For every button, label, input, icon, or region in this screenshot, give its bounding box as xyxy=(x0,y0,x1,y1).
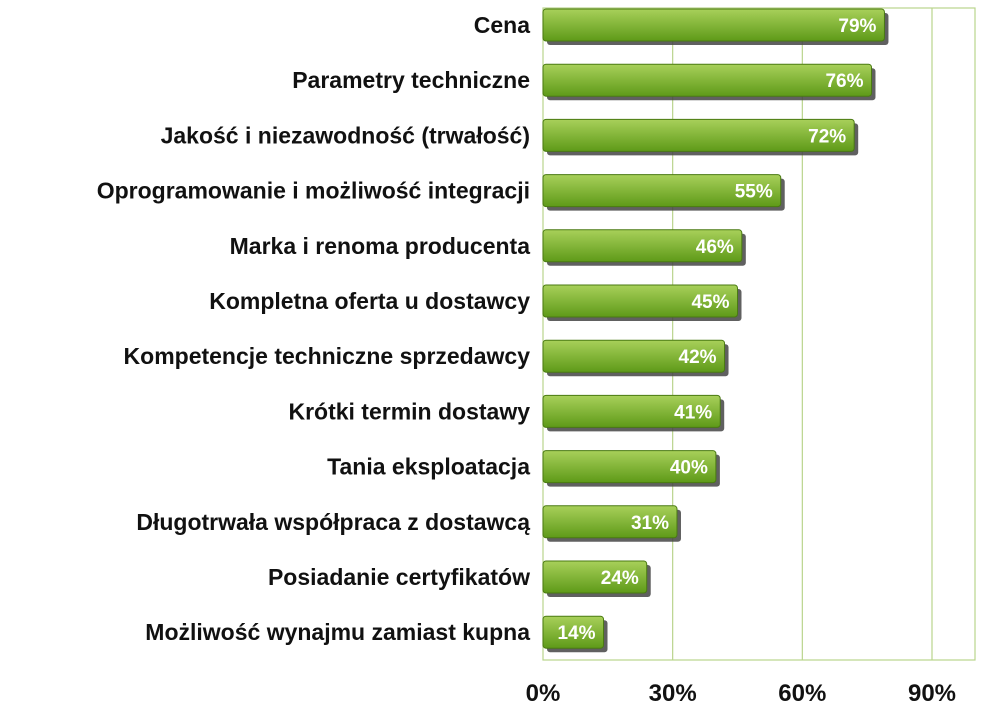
category-label: Kompetencje techniczne sprzedawcy xyxy=(124,343,531,369)
category-label: Długotrwała współpraca z dostawcą xyxy=(136,509,530,535)
bar xyxy=(542,560,648,594)
grid-lines xyxy=(542,7,976,661)
bar xyxy=(542,394,721,428)
bar-group-5: 45% xyxy=(542,284,742,321)
bar xyxy=(542,63,872,97)
category-label: Kompletna oferta u dostawcy xyxy=(209,288,530,314)
bar-group-11: 14% xyxy=(542,615,608,653)
bar-group-9: 31% xyxy=(542,505,681,542)
bar-value-label: 45% xyxy=(691,292,729,313)
bar-value-label: 72% xyxy=(808,126,846,147)
bar-value-label: 14% xyxy=(557,623,595,644)
bar-group-3: 55% xyxy=(542,174,785,211)
bar-group-0: 79% xyxy=(542,8,889,45)
bar-value-label: 42% xyxy=(679,347,717,368)
bar xyxy=(542,505,678,539)
bar-group-2: 72% xyxy=(542,118,859,156)
bar xyxy=(542,615,605,649)
category-label: Jakość i niezawodność (trwałość) xyxy=(161,122,530,148)
bar xyxy=(542,8,885,42)
bar-value-label: 46% xyxy=(696,237,734,258)
x-axis-ticks: 0% 30% 60% 90% xyxy=(526,680,956,707)
bar-value-label: 31% xyxy=(631,513,669,534)
bar-group-7: 41% xyxy=(542,394,725,432)
category-label: Możliwość wynajmu zamiast kupna xyxy=(145,619,530,645)
x-tick-label: 60% xyxy=(778,680,826,707)
category-label: Cena xyxy=(474,12,530,38)
category-label: Tania eksploatacja xyxy=(327,454,530,480)
plot-area-border xyxy=(542,7,976,661)
bar xyxy=(542,118,855,152)
x-tick-label: 90% xyxy=(908,680,956,707)
bar xyxy=(542,284,738,318)
bar-value-label: 40% xyxy=(670,458,708,479)
bar-group-4: 46% xyxy=(542,229,746,266)
bar-value-label: 24% xyxy=(601,568,639,589)
bar-group-10: 24% xyxy=(542,560,651,597)
bar-value-label: 41% xyxy=(674,402,712,423)
category-label: Marka i renoma producenta xyxy=(230,233,531,259)
bar xyxy=(542,229,743,263)
bar-group-1: 76% xyxy=(542,63,876,101)
category-label: Oprogramowanie i możliwość integracji xyxy=(97,178,530,204)
bar xyxy=(542,339,726,373)
bar xyxy=(542,174,782,208)
bar-value-label: 55% xyxy=(735,182,773,203)
category-labels: Cena Parametry techniczne Jakość i niezawo… xyxy=(97,12,530,645)
category-label: Krótki termin dostawy xyxy=(288,398,530,424)
bar-value-label: 79% xyxy=(838,16,876,37)
x-tick-label: 0% xyxy=(526,680,561,707)
category-label: Parametry techniczne xyxy=(292,67,530,93)
bar-group-6: 42% xyxy=(542,339,729,377)
category-label: Posiadanie certyfikatów xyxy=(268,564,530,590)
x-tick-label: 30% xyxy=(649,680,697,707)
bar-value-label: 76% xyxy=(825,71,863,92)
bar-group-8: 40% xyxy=(542,450,720,487)
bar xyxy=(542,450,717,484)
bars: 79% 76% 72% 55% 46% 45% 42% 41% 40% 31% 24% 14% xyxy=(542,8,889,653)
